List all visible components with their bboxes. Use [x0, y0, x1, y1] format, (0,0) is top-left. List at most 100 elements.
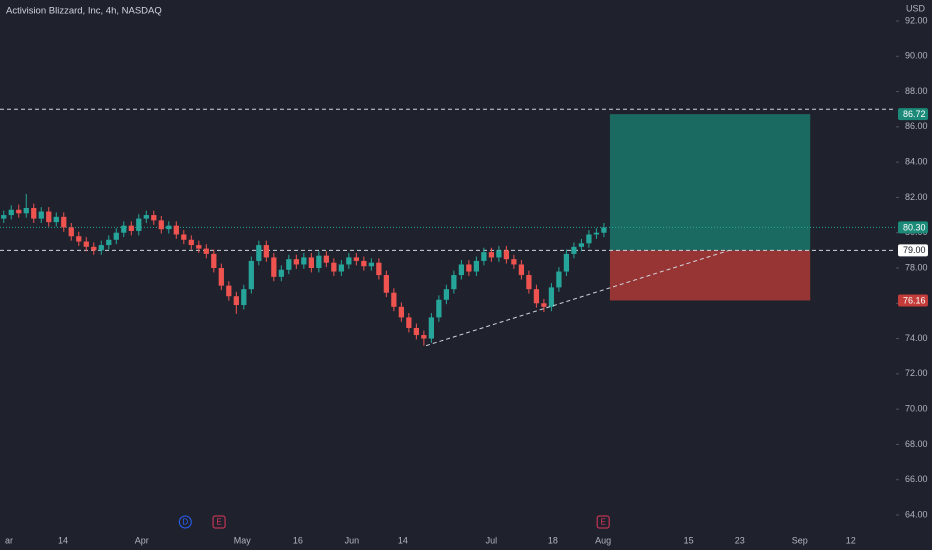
price-tag — [898, 108, 928, 121]
x-tick-label: 16 — [293, 535, 303, 545]
candle-body — [578, 243, 585, 247]
candle-body — [188, 239, 194, 246]
candle-body — [368, 262, 374, 267]
candle-body — [256, 245, 262, 261]
candle-body — [308, 257, 314, 268]
candle-body — [278, 269, 284, 277]
candle-body — [293, 259, 299, 265]
price-tag-label: 86.72 — [903, 109, 926, 119]
candle-body — [406, 317, 412, 328]
x-tick-label: 15 — [684, 535, 694, 545]
trendline — [425, 249, 730, 347]
price-tag-label: 80.30 — [903, 222, 926, 232]
candle-body — [158, 220, 164, 230]
x-tick-label: Jun — [345, 535, 360, 545]
candle-body — [46, 211, 52, 223]
candle-body — [106, 239, 112, 246]
candle-body — [361, 260, 367, 267]
candle-body — [248, 260, 254, 290]
candle-body — [481, 252, 487, 261]
candle-body — [301, 257, 307, 265]
candle-body — [16, 209, 22, 214]
x-tick-label: 12 — [846, 535, 856, 545]
event-label: D — [182, 518, 188, 527]
candle-body — [541, 303, 547, 307]
candle-body — [413, 327, 419, 336]
event-marker — [212, 515, 226, 529]
candle-body — [173, 225, 179, 235]
candle-body — [196, 245, 202, 249]
x-tick-label: ar — [5, 535, 13, 545]
candle-body — [526, 275, 532, 290]
price-tag-label: 79.00 — [903, 245, 926, 255]
candle-body — [533, 289, 540, 304]
candle-body — [316, 255, 322, 268]
candle-body — [226, 285, 232, 297]
candle-body — [151, 215, 157, 221]
candle-body — [338, 264, 344, 272]
y-tick-label: 78.00 — [905, 262, 928, 272]
candle-body — [398, 306, 404, 318]
y-tick-label: 92.00 — [905, 15, 928, 25]
x-tick-label: Aug — [595, 535, 611, 545]
candle-body — [241, 289, 247, 306]
event-marker — [596, 515, 610, 529]
y-tick-label: 84.00 — [905, 157, 928, 167]
candle-body — [473, 260, 480, 272]
candle-body — [113, 232, 119, 240]
candle-body — [181, 234, 187, 240]
candle-body — [353, 257, 359, 261]
x-tick-label: 18 — [548, 535, 558, 545]
candle-body — [218, 268, 224, 286]
y-tick-label: 88.00 — [905, 86, 928, 96]
candle-body — [571, 246, 577, 254]
candle-body — [38, 211, 44, 219]
y-tick-label: 64.00 — [905, 509, 928, 519]
candle-body — [451, 275, 457, 290]
chart-title: Activision Blizzard, Inc, 4h, NASDAQ — [6, 6, 162, 17]
candle-body — [563, 253, 570, 272]
candle-body — [263, 245, 269, 258]
candle-body — [233, 296, 239, 306]
candle-body — [136, 218, 142, 231]
price-tag — [898, 244, 928, 257]
x-tick-label: Jul — [486, 535, 498, 545]
candle-body — [23, 208, 29, 214]
candle-body — [98, 245, 104, 251]
candle-body — [68, 227, 74, 237]
price-tag — [898, 294, 928, 307]
candle-body — [518, 264, 525, 276]
candle-body — [421, 335, 427, 339]
x-tick-label: 14 — [398, 535, 408, 545]
candle-body — [61, 216, 67, 228]
y-tick-label: 66.00 — [905, 474, 928, 484]
candle-body — [31, 208, 37, 219]
candle-body — [466, 264, 472, 272]
y-tick-label: 86.00 — [905, 121, 928, 131]
candle-body — [143, 215, 149, 219]
candle-body — [1, 215, 7, 219]
candle-body — [458, 264, 465, 276]
candle-body — [76, 236, 82, 242]
candle-body — [503, 250, 510, 260]
candle-body — [511, 259, 517, 265]
candle-body — [548, 287, 555, 307]
event-label: E — [600, 518, 605, 527]
axis-unit: USD — [906, 3, 926, 13]
candle-body — [8, 209, 14, 216]
candle-body — [323, 255, 329, 263]
candle-body — [128, 225, 134, 231]
x-tick-label: May — [234, 535, 252, 545]
price-tag — [898, 221, 928, 234]
event-label: E — [216, 518, 221, 527]
candle-body — [53, 216, 59, 223]
y-tick-label: 74.00 — [905, 333, 928, 343]
candle-body — [211, 253, 217, 268]
event-marker — [178, 515, 192, 529]
candle-body — [166, 225, 172, 230]
candle-body — [428, 317, 434, 339]
candle-body — [346, 257, 352, 265]
x-tick-label: 14 — [58, 535, 68, 545]
candle-body — [443, 289, 450, 300]
